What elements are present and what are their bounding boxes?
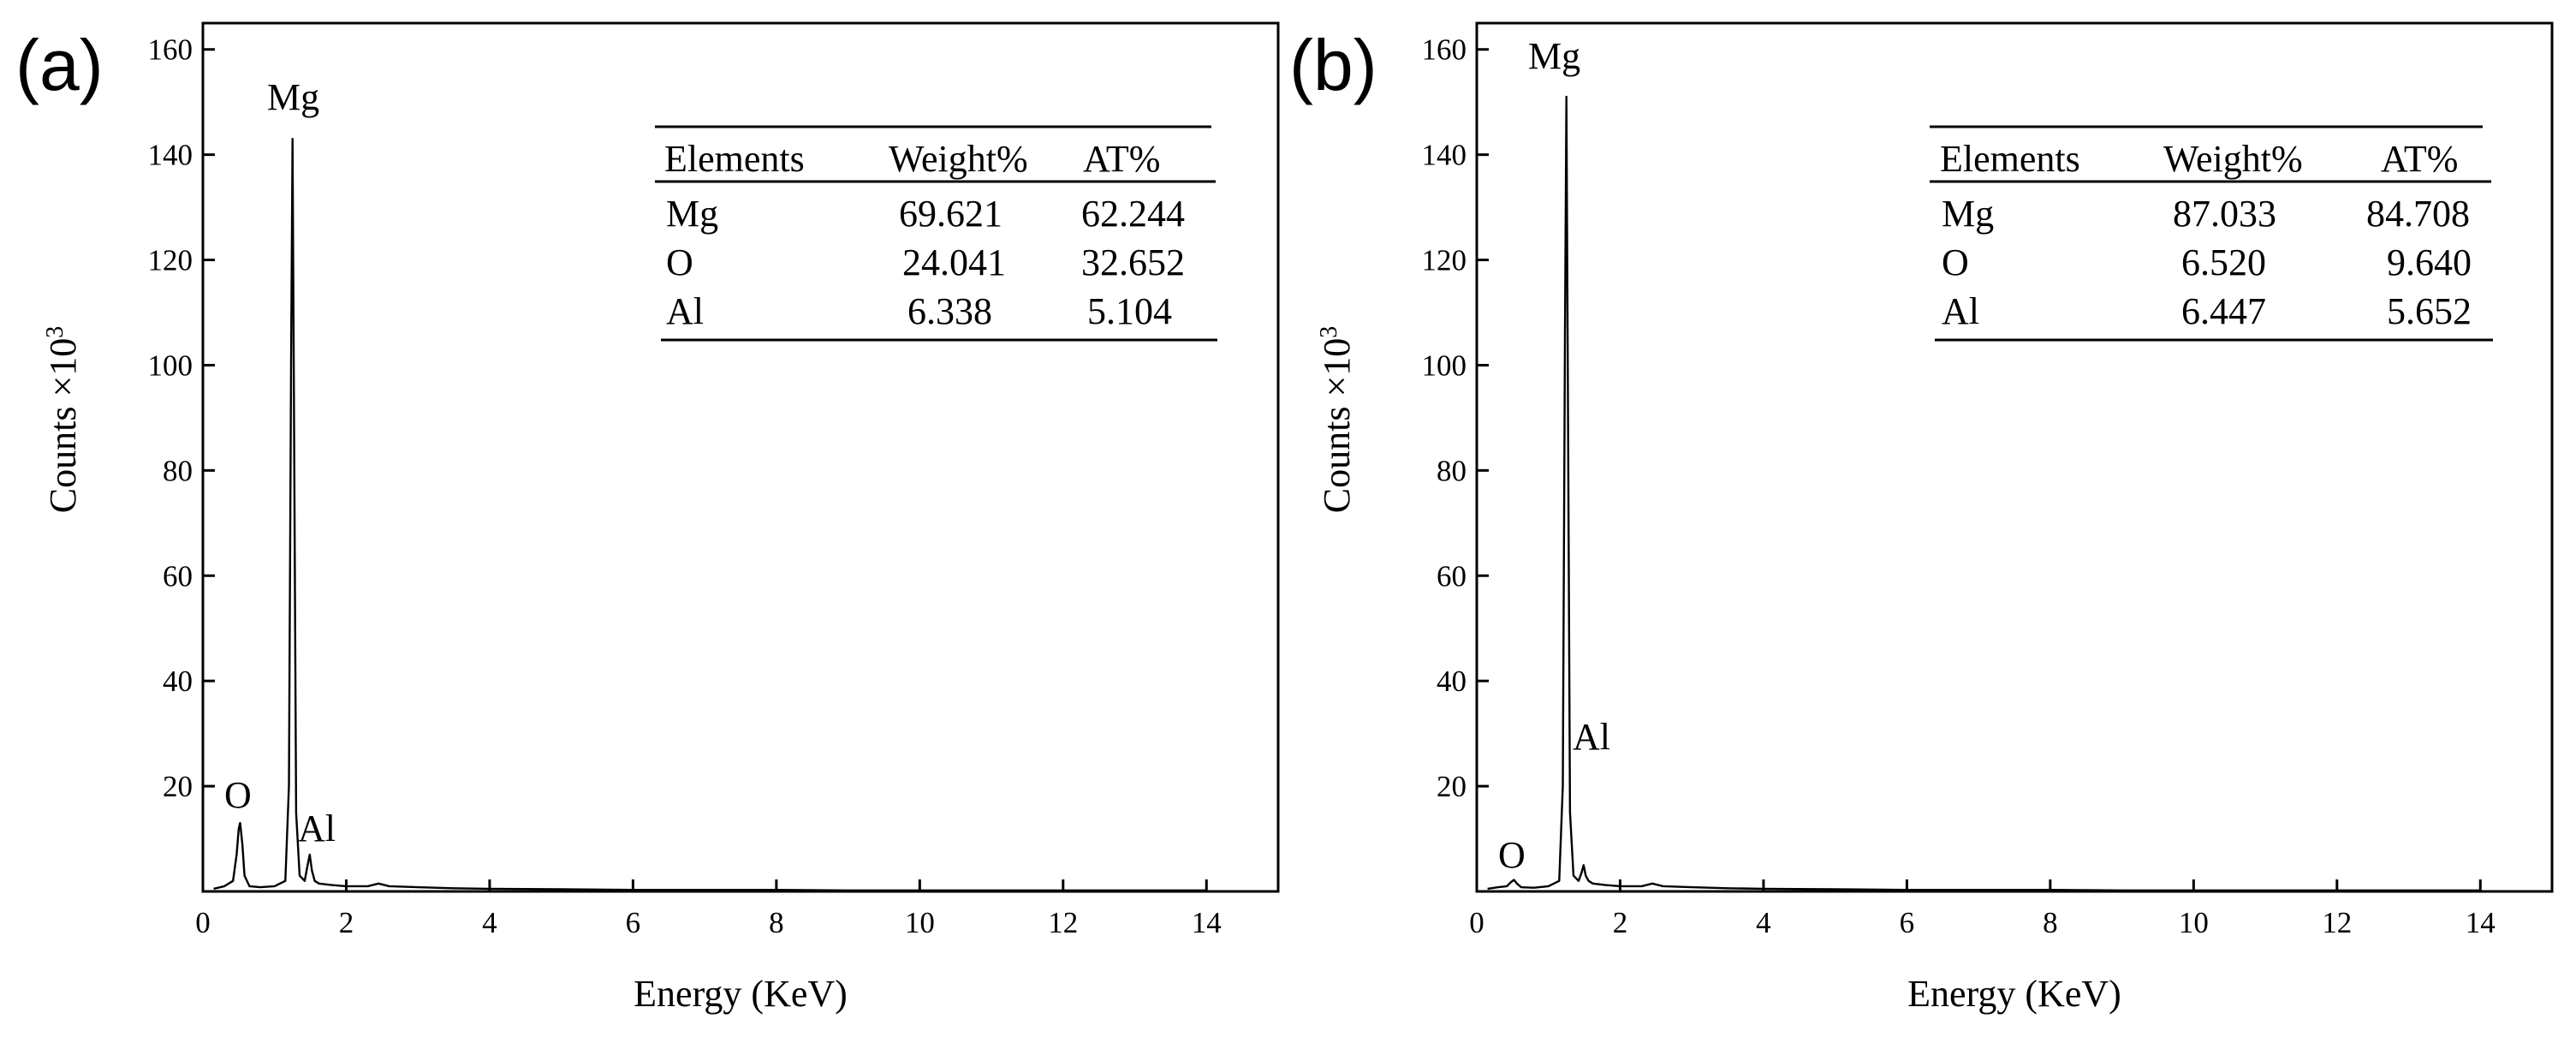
table-cell-element: Al <box>666 290 704 332</box>
x-tick-label: 10 <box>2179 906 2209 939</box>
y-tick-label: 120 <box>1422 244 1467 277</box>
x-tick-label: 2 <box>1613 906 1628 939</box>
panel-a-peak-label-al: Al <box>298 808 336 849</box>
table-cell-element: O <box>666 241 693 283</box>
panel-b-plot-frame <box>1475 21 2554 893</box>
panel-a-plot-frame <box>201 21 1280 893</box>
panel-b-x-axis: 0 2 4 6 8 10 12 14 <box>1469 879 2496 939</box>
panel-b-composition-table: Elements Weight% AT% Mg 87.033 84.708 O … <box>1930 125 2493 342</box>
table-cell-element: Al <box>1942 290 1979 332</box>
panel-b-y-axis-title: Counts ×103 <box>1316 326 1359 514</box>
panel-a-x-axis-title: Energy (KeV) <box>634 973 848 1015</box>
x-tick-label: 4 <box>482 906 497 939</box>
panel-b-spectrum-line <box>1487 95 2481 891</box>
table-cell-at: 32.652 <box>1081 241 1185 283</box>
panel-b-y-axis: 20 40 60 80 100 120 140 160 <box>1422 33 1489 803</box>
panel-a: (a) 0 2 4 6 8 10 12 14 20 40 60 80 100 120 140 160 Ene… <box>15 21 1280 1015</box>
x-tick-label: 12 <box>1048 906 1078 939</box>
y-tick-label: 20 <box>1437 770 1466 803</box>
table-cell-element: O <box>1942 241 1969 283</box>
table-cell-at: 84.708 <box>2366 193 2470 235</box>
table-cell-weight: 6.520 <box>2181 241 2266 283</box>
table-cell-weight: 6.338 <box>907 290 992 332</box>
panel-a-composition-table: Elements Weight% AT% Mg 69.621 62.244 O … <box>655 125 1217 342</box>
y-tick-label: 140 <box>148 139 193 172</box>
table-cell-element: Mg <box>666 193 718 235</box>
table-cell-weight: 69.621 <box>899 193 1002 235</box>
y-tick-label: 80 <box>1437 454 1466 487</box>
y-tick-label: 80 <box>163 454 193 487</box>
y-tick-label: 40 <box>163 665 193 698</box>
y-tick-label: 60 <box>163 559 193 593</box>
panel-b-peak-label-mg: Mg <box>1528 35 1580 77</box>
table-cell-at: 5.652 <box>2387 290 2472 332</box>
x-tick-label: 2 <box>339 906 354 939</box>
y-tick-label: 20 <box>163 770 193 803</box>
table-cell-weight: 87.033 <box>2173 193 2276 235</box>
y-tick-label: 100 <box>148 349 193 382</box>
x-tick-label: 14 <box>1192 906 1222 939</box>
x-tick-label: 0 <box>195 906 211 939</box>
y-tick-label: 40 <box>1437 665 1466 698</box>
y-tick-label: 60 <box>1437 559 1466 593</box>
panel-a-spectrum-line <box>213 138 1207 891</box>
panel-b-x-axis-title: Energy (KeV) <box>1907 973 2121 1015</box>
x-tick-label: 8 <box>769 906 784 939</box>
table-cell-at: 9.640 <box>2387 241 2472 283</box>
y-tick-label: 120 <box>148 244 193 277</box>
table-header-at: AT% <box>2381 138 2458 180</box>
x-tick-label: 12 <box>2322 906 2352 939</box>
y-tick-label: 140 <box>1422 139 1467 172</box>
x-tick-label: 6 <box>1900 906 1915 939</box>
x-tick-label: 10 <box>905 906 935 939</box>
y-tick-label: 100 <box>1422 349 1467 382</box>
panel-a-peak-label-o: O <box>224 774 252 816</box>
panel-a-y-axis: 20 40 60 80 100 120 140 160 <box>148 33 215 803</box>
x-tick-label: 14 <box>2466 906 2496 939</box>
panel-a-label: (a) <box>15 25 104 105</box>
table-cell-at: 5.104 <box>1087 290 1172 332</box>
table-cell-weight: 24.041 <box>902 241 1006 283</box>
x-tick-label: 6 <box>626 906 641 939</box>
table-cell-weight: 6.447 <box>2181 290 2266 332</box>
table-header-elements: Elements <box>664 138 805 180</box>
y-tick-label: 160 <box>1422 33 1467 67</box>
table-cell-element: Mg <box>1942 193 1994 235</box>
panel-b: (b) 0 2 4 6 8 10 12 14 20 40 60 80 100 120 140 160 Ene… <box>1289 21 2554 1015</box>
table-header-at: AT% <box>1083 138 1160 180</box>
panel-a-y-axis-title: Counts ×103 <box>42 326 85 514</box>
table-header-weight: Weight% <box>889 138 1028 180</box>
panel-b-peak-label-o: O <box>1498 834 1526 876</box>
table-header-elements: Elements <box>1940 138 2080 180</box>
panel-b-label: (b) <box>1289 25 1377 105</box>
x-tick-label: 8 <box>2043 906 2058 939</box>
y-tick-label: 160 <box>148 33 193 67</box>
x-tick-label: 0 <box>1469 906 1484 939</box>
table-header-weight: Weight% <box>2163 138 2303 180</box>
x-tick-label: 4 <box>1756 906 1771 939</box>
panel-a-x-axis: 0 2 4 6 8 10 12 14 <box>195 879 1222 939</box>
panel-b-peak-label-al: Al <box>1573 716 1610 758</box>
table-cell-at: 62.244 <box>1081 193 1185 235</box>
panel-a-peak-label-mg: Mg <box>267 76 319 118</box>
